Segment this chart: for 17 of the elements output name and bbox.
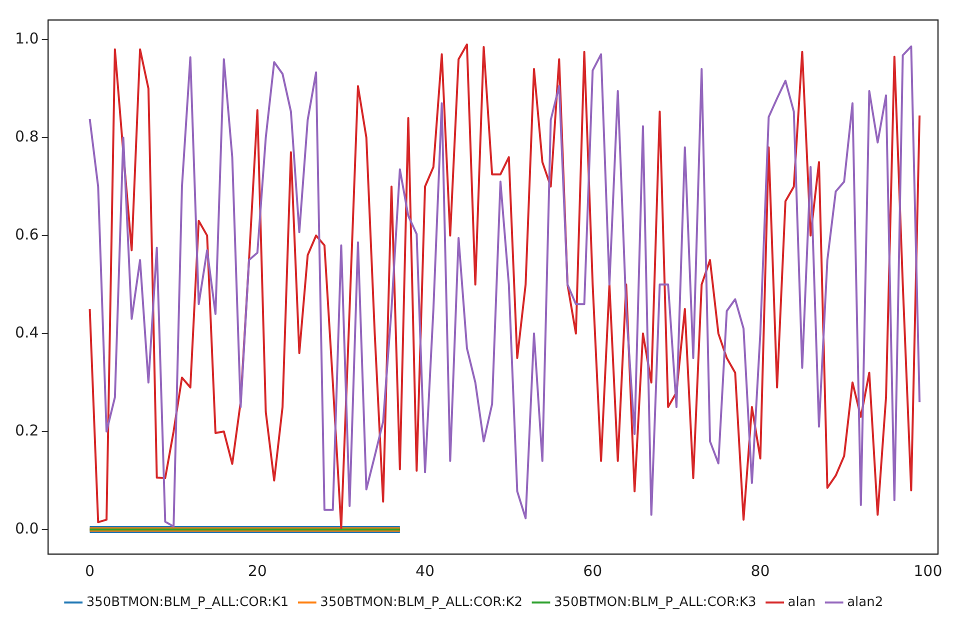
y-tick-label: 0.4 [14,323,39,342]
y-tick-label: 0.6 [14,225,39,244]
y-tick-label: 0.2 [14,421,39,440]
legend-label: 350BTMON:BLM_P_ALL:COR:K1 [86,594,289,610]
x-tick-label: 40 [415,562,435,580]
legend-label: 350BTMON:BLM_P_ALL:COR:K2 [320,594,522,610]
legend-label: alan [788,594,816,610]
x-tick-label: 100 [914,562,942,580]
legend-label: alan2 [847,594,884,610]
x-tick-label: 60 [583,562,602,580]
y-tick-label: 1.0 [14,29,39,48]
legend-label: 350BTMON:BLM_P_ALL:COR:K3 [554,594,756,610]
y-tick-label: 0.8 [14,127,39,146]
x-tick-label: 80 [750,562,770,580]
y-tick-label: 0.0 [14,519,39,538]
x-tick-label: 20 [248,562,267,580]
x-tick-label: 0 [84,562,95,580]
